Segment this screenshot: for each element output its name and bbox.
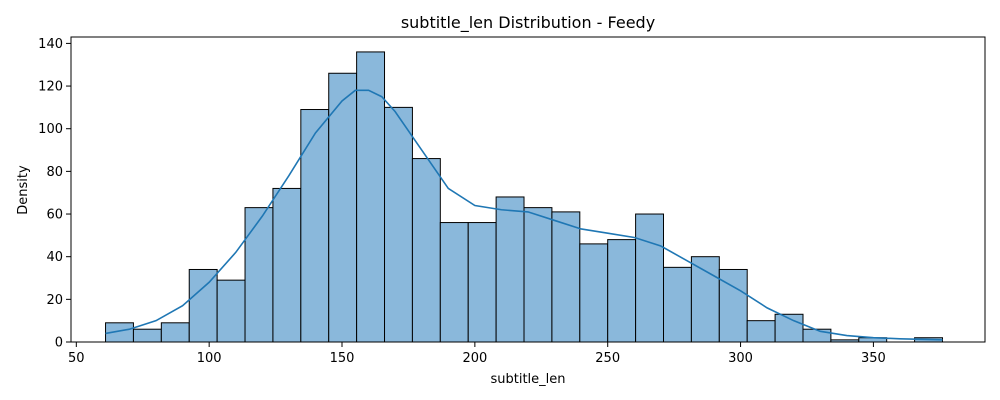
x-tick-label: 100 [197,351,222,366]
histogram-bar [523,207,553,343]
histogram-bar [244,207,274,343]
histogram-bar [607,239,637,343]
y-axis-ticks: 0 20 40 60 80 100 120 140 [38,37,71,351]
histogram-bar [356,51,386,343]
histogram-bar [328,72,358,343]
histogram-bar [690,256,720,343]
x-tick-label: 250 [595,351,620,366]
x-axis-ticks: 50 100 150 200 250 300 350 [68,342,886,366]
y-tick-label: 20 [46,293,63,308]
x-tick-label: 50 [68,351,85,366]
y-tick-label: 0 [55,336,63,351]
histogram-bar [188,268,218,343]
plot-frame [70,36,986,343]
x-tick-label: 300 [728,351,753,366]
histogram-bar [411,158,441,343]
chart-title: subtitle_len Distribution - Feedy [401,13,655,33]
histogram-bar [439,222,469,343]
y-tick-label: 120 [38,80,63,95]
y-axis-label: Density [16,165,31,215]
y-tick-label: 40 [46,250,63,265]
histogram-bar [384,106,413,343]
histogram-bar [802,328,832,343]
histogram-bar [746,320,776,343]
histogram-bar [718,268,748,343]
histogram-bar [579,243,609,343]
y-tick-label: 140 [38,37,63,52]
x-tick-label: 150 [330,351,355,366]
histogram-bar [300,109,330,343]
kde-curve [105,89,943,341]
histogram-bar [551,211,581,343]
x-tick-label: 200 [462,351,487,366]
histogram-bar [495,196,525,343]
histogram-bars [105,51,943,343]
histogram-bar [160,322,190,343]
y-tick-label: 100 [38,122,63,137]
histogram-bar [272,187,302,343]
y-tick-label: 80 [46,165,63,180]
histogram-bar [467,222,497,343]
x-tick-label: 350 [861,351,886,366]
histogram-bar [663,266,692,343]
histogram-bar [635,213,665,343]
histogram-bar [216,279,246,343]
y-tick-label: 60 [46,208,63,223]
histogram-bar [132,328,162,343]
x-axis-label: subtitle_len [490,372,565,387]
